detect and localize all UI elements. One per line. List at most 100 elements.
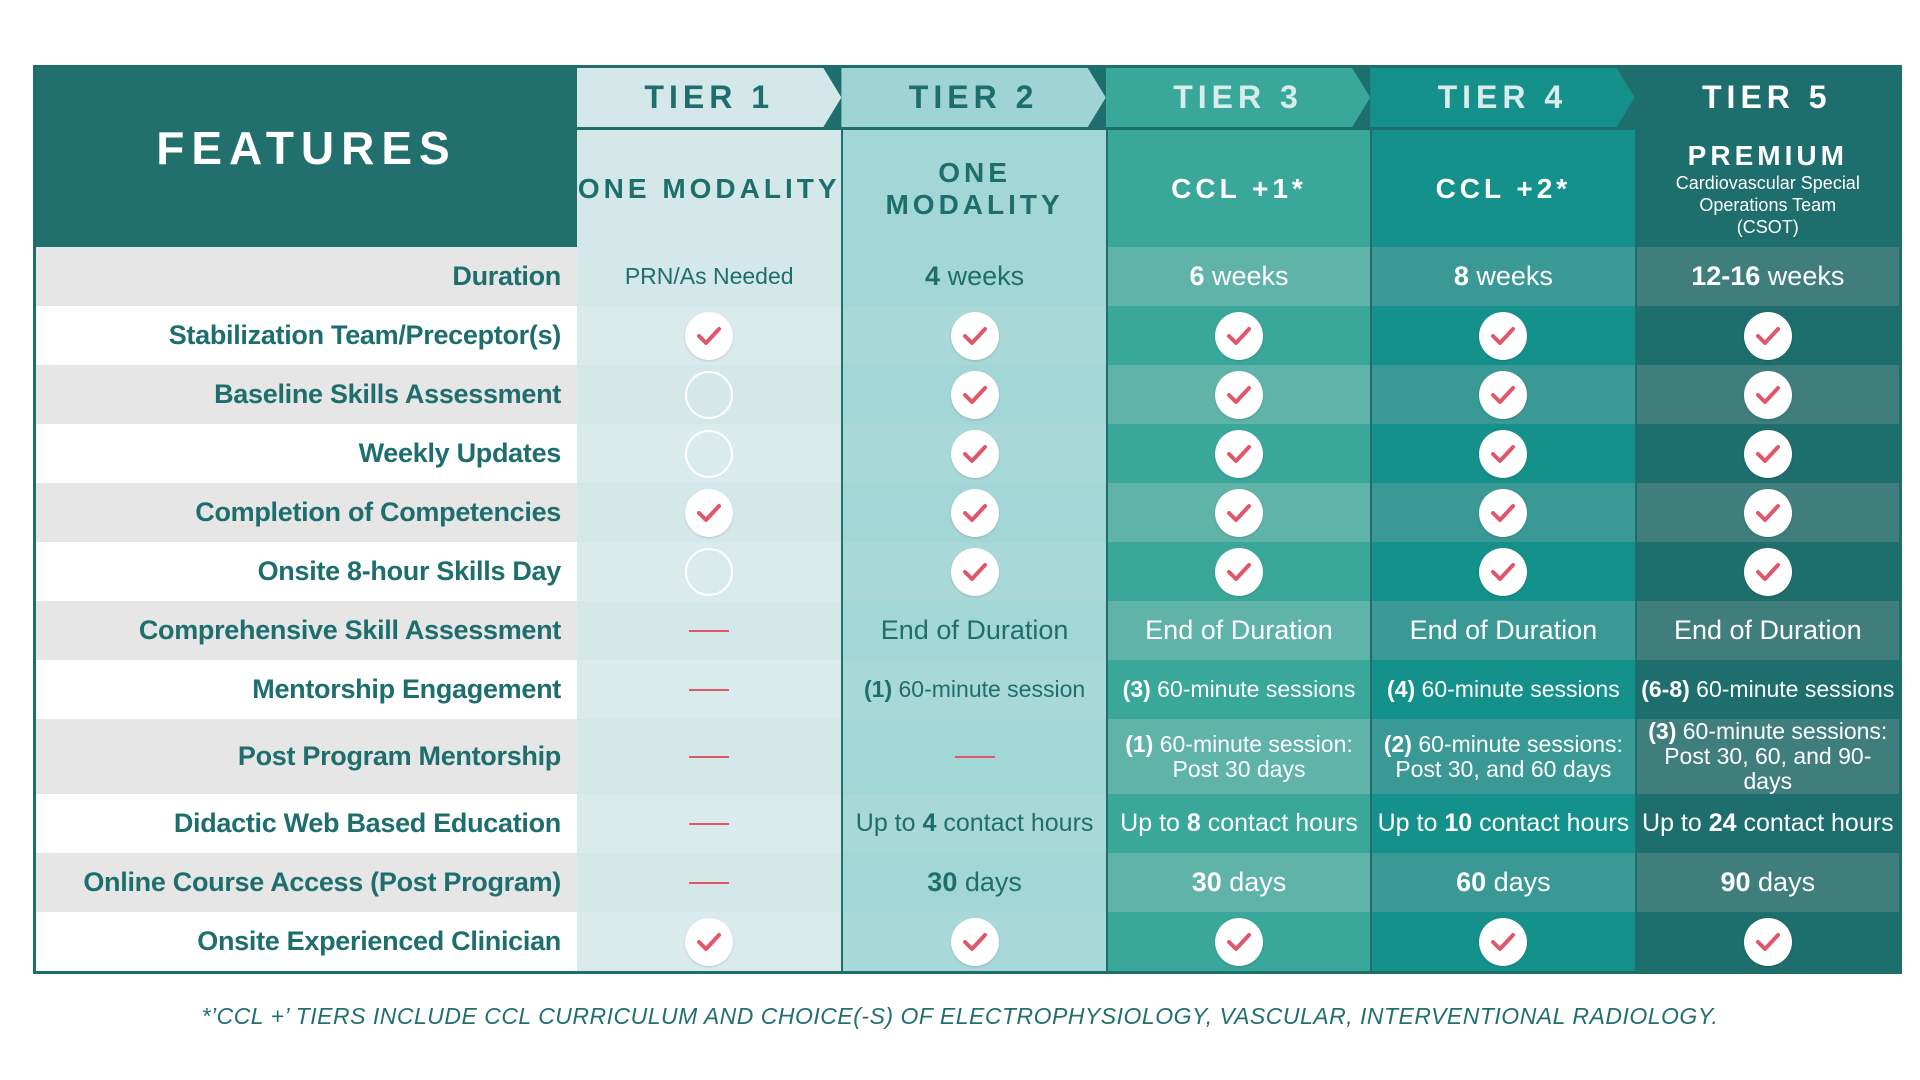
tier-2-cell	[841, 365, 1106, 424]
value-text: 60-minute sessions:	[1676, 718, 1888, 744]
tier-4-modality: CCL +2*	[1435, 172, 1572, 204]
tier-2-cell: 4 weeks	[841, 247, 1106, 306]
tier-1-cell	[577, 424, 842, 483]
value-text: weeks	[1204, 261, 1289, 291]
tier-1-cell	[577, 601, 842, 660]
value-emphasis: (1)	[864, 676, 893, 702]
tier-2-header: TIER 2	[841, 68, 1105, 127]
empty-circle-icon	[685, 429, 734, 478]
cell-value: Up to 4 contact hours	[856, 811, 1094, 836]
tier-4-cell: 60 days	[1370, 853, 1635, 912]
tier-2-cell	[841, 542, 1106, 601]
tier-4-cell: (4) 60-minute sessions	[1370, 660, 1635, 719]
tier-5-cell	[1634, 912, 1899, 971]
value-emphasis: (3)	[1648, 718, 1677, 744]
feature-label: Completion of Competencies	[36, 483, 577, 542]
value-emphasis: 30	[927, 867, 958, 897]
tier-3-cell: 6 weeks	[1105, 247, 1371, 306]
tier-3-cell	[1105, 542, 1371, 601]
tier-3-modality: CCL +1*	[1171, 172, 1307, 204]
tier-3-cell: Up to 8 contact hours	[1105, 794, 1371, 853]
feature-label: Online Course Access (Post Program)	[36, 853, 577, 912]
value-line-2: Post 30, 60, and 90-days	[1664, 743, 1872, 794]
value-emphasis: 10	[1444, 809, 1473, 837]
value-emphasis: 90	[1720, 867, 1751, 897]
value-emphasis: (6-8)	[1641, 676, 1690, 702]
value-emphasis: 12-16	[1691, 261, 1761, 291]
feature-label: Mentorship Engagement	[36, 660, 577, 719]
tier-1-cell	[577, 306, 842, 365]
check-icon	[1214, 311, 1263, 360]
check-icon	[950, 370, 999, 419]
tier-2-cell: End of Duration	[841, 601, 1106, 660]
check-icon	[1743, 370, 1792, 419]
tier-3-header: TIER 3	[1106, 68, 1370, 127]
dash-icon	[689, 755, 730, 758]
tier-5-subtitle: PREMIUM Cardiovascular Special Operations…	[1634, 127, 1899, 247]
feature-label: Baseline Skills Assessment	[36, 365, 577, 424]
value-text: End of Duration	[880, 615, 1069, 645]
value-emphasis: (4)	[1387, 676, 1416, 702]
value-emphasis: 24	[1708, 809, 1737, 837]
tier-1-modality: ONE MODALITY	[577, 172, 841, 204]
cell-value: 4 weeks	[925, 263, 1024, 290]
value-emphasis: 60	[1456, 867, 1487, 897]
cell-value: (2) 60-minute sessions:	[1384, 731, 1623, 757]
tier-5-header: TIER 5	[1634, 68, 1899, 127]
value-prefix: Up to	[855, 809, 923, 837]
tier-5-cell: 12-16 weeks	[1634, 247, 1899, 306]
check-icon	[1743, 429, 1792, 478]
value-emphasis: 30	[1191, 867, 1222, 897]
check-icon	[1479, 488, 1528, 537]
feature-label: Post Program Mentorship	[36, 719, 577, 794]
tier-3-cell: End of Duration	[1105, 601, 1371, 660]
tier-4-cell	[1370, 483, 1635, 542]
cell-value: (1) 60-minute session	[864, 677, 1085, 702]
tier-1-cell: PRN/As Needed	[577, 247, 842, 306]
footnote: *’CCL +’ TIERS INCLUDE CCL CURRICULUM AN…	[201, 1003, 1719, 1029]
dash-icon	[689, 881, 730, 884]
check-icon	[950, 547, 999, 596]
tier-4-cell	[1370, 912, 1635, 971]
features-header: FEATURES	[36, 68, 577, 247]
check-icon	[685, 311, 734, 360]
check-icon	[1743, 917, 1792, 966]
cell-value: Up to 24 contact hours	[1642, 811, 1894, 836]
tier-4-header: TIER 4	[1370, 68, 1634, 127]
tier-2-cell	[841, 424, 1106, 483]
cell-value: End of Duration	[880, 615, 1069, 645]
tier-5-cell	[1634, 306, 1899, 365]
tier-2-cell	[841, 912, 1106, 971]
tier-4-cell: 8 weeks	[1370, 247, 1635, 306]
value-text: days	[957, 867, 1022, 897]
value-text: days	[1486, 867, 1551, 897]
tier-4-subtitle: CCL +2*	[1370, 127, 1635, 247]
feature-label: Onsite 8-hour Skills Day	[36, 542, 577, 601]
tier-comparison-table: FEATURES TIER 1 ONE MODALITY TIER 2 ONE MOD…	[33, 65, 1902, 974]
tier-2-cell: Up to 4 contact hours	[841, 794, 1106, 853]
value-text: days	[1750, 867, 1816, 897]
check-icon	[1743, 547, 1792, 596]
check-icon	[1743, 488, 1792, 537]
feature-label: Weekly Updates	[36, 424, 577, 483]
tier-5-description: Cardiovascular Special Operations Team (…	[1675, 172, 1860, 237]
value-emphasis: 8	[1453, 261, 1469, 291]
check-icon	[1479, 547, 1528, 596]
cell-value: End of Duration	[1410, 617, 1598, 644]
tier-4-cell	[1370, 424, 1635, 483]
cell-value: End of Duration	[1674, 617, 1862, 644]
tier-2-subtitle: ONE MODALITY	[841, 127, 1106, 247]
value-text: days	[1221, 867, 1287, 897]
tier-3-cell: (1) 60-minute session: Post 30 days	[1105, 719, 1371, 794]
tier-5-modality: PREMIUM	[1687, 139, 1848, 171]
value-emphasis: (3)	[1122, 676, 1151, 702]
feature-label: Duration	[36, 247, 577, 306]
value-prefix: Up to	[1377, 809, 1445, 837]
tier-1-cell	[577, 719, 842, 794]
tier-1-cell	[577, 853, 842, 912]
tier-1-cell	[577, 365, 842, 424]
tier-5-cell: End of Duration	[1634, 601, 1899, 660]
check-icon	[1479, 429, 1528, 478]
dash-icon	[954, 755, 995, 758]
check-icon	[1479, 311, 1528, 360]
